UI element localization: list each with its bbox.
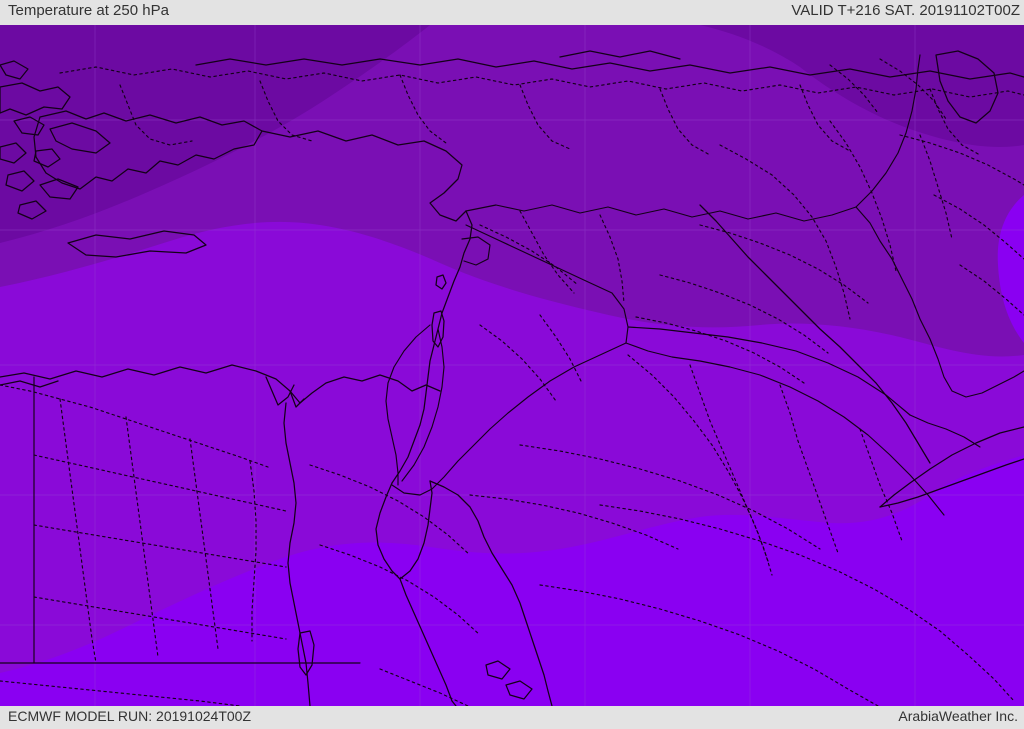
footer-bar: ECMWF MODEL RUN: 20191024T00Z ArabiaWeat… — [0, 706, 1024, 729]
band-bright-violet-east — [997, 195, 1024, 343]
band-darkest-purple — [0, 25, 430, 243]
map-gridlines — [0, 25, 1024, 706]
credit-label: ArabiaWeather Inc. — [898, 708, 1018, 724]
band-bright-violet — [0, 455, 1024, 706]
model-run-label: ECMWF MODEL RUN: 20191024T00Z — [8, 708, 251, 724]
temperature-250hpa-map[interactable] — [0, 25, 1024, 706]
admin-borders — [0, 58, 1024, 706]
map-canvas — [0, 25, 1024, 706]
country-borders — [0, 54, 1024, 664]
band-darkest-purple-ne — [700, 25, 1024, 148]
page-title: Temperature at 250 hPa — [8, 2, 169, 19]
header-bar: Temperature at 250 hPa VALID T+216 SAT. … — [0, 0, 1024, 25]
valid-time-label: VALID T+216 SAT. 20191102T00Z — [791, 2, 1020, 19]
